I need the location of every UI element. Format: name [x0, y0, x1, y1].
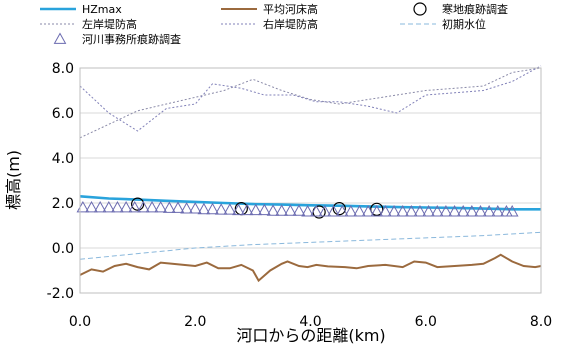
river_marks-marker — [361, 205, 375, 217]
x-tick-label: 6.0 — [415, 314, 437, 330]
river_marks-marker — [505, 205, 519, 217]
x-tick-label: 0.0 — [69, 314, 91, 330]
y-tick-label: 8.0 — [52, 61, 74, 77]
river_marks-marker — [309, 205, 323, 217]
river_marks-marker — [197, 202, 211, 215]
river_marks-marker — [413, 205, 427, 217]
y-tick-label: -2.0 — [47, 286, 74, 302]
river_marks-marker — [482, 205, 496, 217]
river_marks-marker — [145, 200, 159, 213]
legend-label: 寒地痕跡調査 — [442, 2, 508, 16]
river_marks-marker — [335, 205, 349, 217]
grid — [80, 67, 541, 294]
legend-label: HZmax — [82, 3, 122, 16]
river_marks-marker — [102, 200, 116, 213]
axes: -2.0 0.0 2.0 4.0 6.0 8.0 0.0 2.0 4.0 6.0 8.0 — [47, 61, 552, 330]
legend-label: 右岸堤防高 — [263, 17, 318, 31]
legend-item-river_marks: 河川事務所痕跡調査 — [53, 32, 181, 46]
legend-item-left_levee: 左岸堤防高 — [40, 17, 137, 31]
y-axis-label: 標高(m) — [4, 150, 23, 210]
river_marks-marker — [301, 205, 314, 217]
river_marks-marker — [93, 200, 107, 213]
river_marks-marker — [387, 205, 401, 217]
river_marks-marker — [214, 203, 228, 215]
river_marks-marker — [439, 205, 453, 217]
river_marks-marker — [465, 205, 479, 217]
river_marks-marker — [491, 205, 505, 217]
river_marks-marker — [188, 202, 202, 214]
legend-label: 河川事務所痕跡調査 — [82, 32, 181, 46]
legend-swatch — [413, 2, 427, 16]
river_marks-marker — [240, 203, 254, 216]
initial_wl-line — [79, 231, 542, 260]
bed-line — [79, 253, 542, 283]
right_levee-line — [79, 65, 542, 132]
plot-frame — [79, 67, 542, 294]
legend-item-bed: 平均河床高 — [221, 2, 318, 16]
series-layer — [76, 65, 542, 283]
legend-item-cold_marks: 寒地痕跡調査 — [413, 2, 508, 16]
left_levee-line — [79, 67, 542, 139]
legend-item-right_levee: 右岸堤防高 — [221, 17, 318, 31]
cold_marks-marker — [131, 197, 145, 211]
river_marks-marker — [396, 205, 410, 217]
river_marks-marker — [171, 201, 185, 213]
river_marks-marker — [162, 201, 176, 213]
river_marks-marker — [430, 205, 444, 217]
river_marks-marker — [448, 205, 461, 217]
river_marks-marker — [283, 204, 297, 216]
river_marks-marker — [119, 200, 133, 213]
river_marks-marker — [249, 203, 263, 216]
river_marks-marker — [344, 205, 358, 217]
x-tick-label: 8.0 — [530, 314, 552, 330]
legend-swatch — [53, 32, 67, 44]
river_marks-marker — [111, 200, 124, 213]
y-tick-label: 0.0 — [52, 241, 74, 257]
river_marks-marker — [232, 203, 245, 216]
river_marks-marker — [422, 205, 435, 217]
river_marks-marker — [474, 205, 487, 217]
river_marks-marker — [180, 202, 193, 214]
river_marks-marker — [137, 200, 150, 213]
river_marks-marker — [292, 204, 306, 216]
legend-label: 初期水位 — [442, 17, 486, 31]
cold_marks-marker — [332, 202, 346, 216]
river_marks-marker — [128, 200, 142, 213]
river_marks-marker — [353, 205, 366, 217]
river_marks-marker — [85, 200, 98, 213]
river_marks-marker — [258, 203, 271, 216]
river_marks-marker — [318, 205, 332, 217]
river_marks-marker — [456, 205, 470, 217]
river_marks-marker — [327, 205, 340, 217]
river_marks-marker — [223, 203, 237, 215]
river_marks-marker — [275, 204, 289, 216]
river_marks-marker — [379, 205, 392, 217]
legend-label: 平均河床高 — [263, 2, 318, 16]
legend-item-hzmax: HZmax — [40, 3, 122, 16]
river_marks-marker — [404, 205, 418, 217]
y-tick-label: 4.0 — [52, 151, 74, 167]
river_marks-marker — [370, 205, 384, 217]
x-axis-label: 河口からの距離(km) — [236, 326, 385, 345]
legend-label: 左岸堤防高 — [82, 17, 137, 31]
y-tick-label: 6.0 — [52, 106, 74, 122]
x-tick-label: 2.0 — [184, 314, 206, 330]
river_marks-marker — [206, 202, 219, 215]
cold_marks-marker — [370, 202, 384, 216]
river_marks-marker — [154, 200, 168, 213]
x-tick-label: 4.0 — [299, 314, 321, 330]
river_marks-marker — [266, 204, 280, 216]
y-tick-label: 2.0 — [52, 196, 74, 212]
legend-item-initial_wl: 初期水位 — [400, 17, 486, 31]
